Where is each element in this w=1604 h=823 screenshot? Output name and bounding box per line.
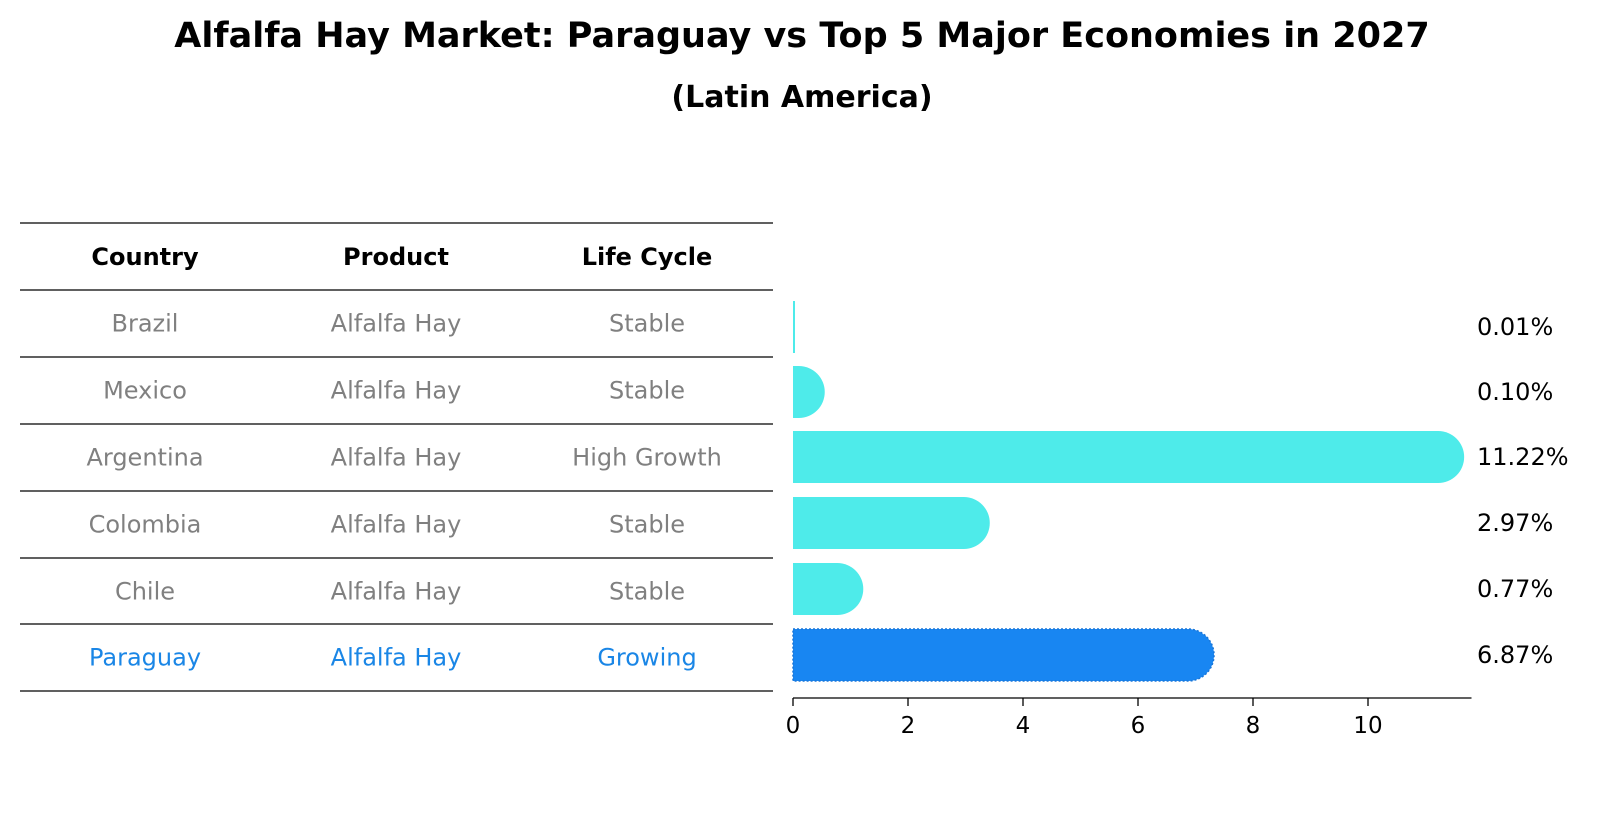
bar <box>793 497 990 549</box>
table-cell: Paraguay <box>89 644 201 672</box>
table-cell: Argentina <box>86 444 203 472</box>
bar-value-label: 6.87% <box>1477 641 1553 669</box>
table-cell: High Growth <box>572 444 722 472</box>
table-cell: Growing <box>597 644 696 672</box>
bar-value-label: 0.01% <box>1477 313 1553 341</box>
table-cell: Chile <box>115 578 175 606</box>
x-tick-label: 2 <box>901 713 916 739</box>
x-tick-label: 8 <box>1246 713 1261 739</box>
table-cell: Alfalfa Hay <box>331 444 462 472</box>
table-header-cell: Life Cycle <box>582 243 713 271</box>
bar-value-label: 11.22% <box>1477 443 1569 471</box>
bar-highlight-outline <box>792 628 1215 682</box>
bar <box>793 366 825 418</box>
bar-value-label: 0.10% <box>1477 378 1553 406</box>
table-header-cell: Country <box>91 243 199 271</box>
table-cell: Alfalfa Hay <box>331 644 462 672</box>
chart-subtitle: (Latin America) <box>671 80 933 115</box>
bar-value-label: 2.97% <box>1477 509 1553 537</box>
table-cell: Mexico <box>103 377 187 405</box>
table-cell: Stable <box>609 310 685 338</box>
table-cell: Brazil <box>112 310 179 338</box>
x-tick-label: 4 <box>1016 713 1031 739</box>
x-tick-label: 6 <box>1131 713 1146 739</box>
chart-title: Alfalfa Hay Market: Paraguay vs Top 5 Ma… <box>174 16 1430 56</box>
bar <box>793 301 795 353</box>
table-cell: Alfalfa Hay <box>331 377 462 405</box>
table-cell: Stable <box>609 578 685 606</box>
table-cell: Alfalfa Hay <box>331 578 462 606</box>
table-cell: Alfalfa Hay <box>331 310 462 338</box>
table-header-cell: Product <box>343 243 449 271</box>
table-cell: Stable <box>609 377 685 405</box>
bar-value-label: 0.77% <box>1477 575 1553 603</box>
bar <box>793 431 1465 483</box>
table-cell: Colombia <box>89 511 202 539</box>
x-tick-label: 10 <box>1353 713 1382 739</box>
bar <box>793 563 864 615</box>
table-cell: Stable <box>609 511 685 539</box>
bar-highlighted <box>793 629 1215 681</box>
table-cell: Alfalfa Hay <box>331 511 462 539</box>
x-tick-label: 0 <box>786 713 801 739</box>
